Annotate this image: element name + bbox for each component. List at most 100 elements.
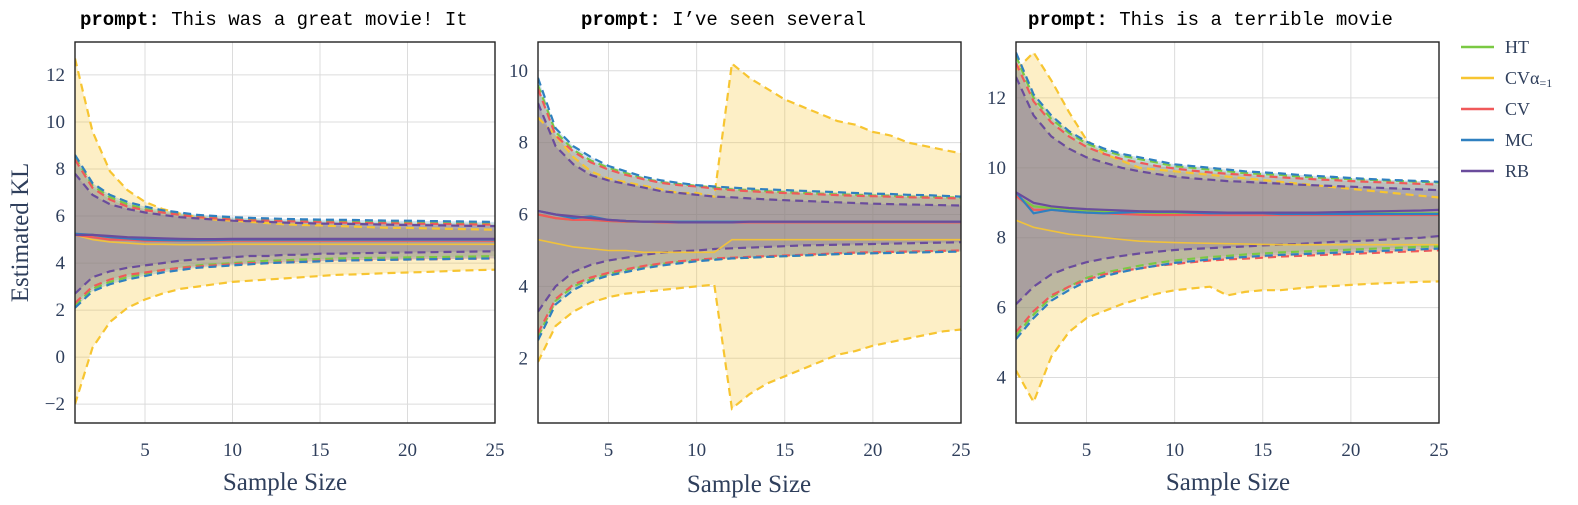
x-tick-label: 10	[223, 440, 242, 461]
x-tick-label: 20	[398, 440, 417, 461]
x-tick-label: 20	[863, 440, 882, 461]
mean-line-RB	[538, 209, 961, 224]
mean-line-CVa1	[1016, 219, 1439, 246]
band-CVa1	[538, 63, 961, 409]
upper-bound-CVa1	[538, 61, 961, 198]
y-tick-label: 8	[56, 159, 66, 180]
mean-line-RB	[1016, 191, 1439, 214]
band-CV	[538, 88, 961, 334]
legend-label: RB	[1505, 161, 1529, 181]
y-tick-label: 6	[519, 205, 529, 226]
panel-2: prompt: I’ve seen several 5 10 15 20 25 2 4 6 8 10…	[509, 9, 971, 498]
lower-bound-CVa1	[75, 268, 495, 405]
legend-label: CV	[1505, 99, 1530, 119]
plot-frame	[537, 41, 962, 424]
upper-bound-RB	[538, 102, 961, 207]
panel-1: prompt: This was a great movie! It 5 10 15 2…	[7, 9, 505, 496]
plot-frame	[1015, 41, 1440, 424]
y-tick-label: 4	[997, 368, 1007, 389]
x-tick-label: 5	[140, 440, 150, 461]
legend-label: MC	[1505, 130, 1533, 150]
lower-bound-HT	[75, 254, 495, 307]
y-tick-label: 6	[56, 206, 66, 227]
band-MC	[1016, 52, 1439, 340]
x-tick-label: 15	[1253, 440, 1272, 461]
title-key: prompt:	[80, 9, 160, 31]
y-tick-label: 12	[987, 88, 1006, 109]
lower-bound-MC	[1016, 247, 1439, 340]
title-text: I’ve seen several	[661, 9, 866, 31]
upper-bound-MC	[75, 154, 495, 223]
y-tick-label: 2	[56, 300, 66, 321]
band-CV	[75, 159, 495, 304]
panel-title: prompt: I’ve seen several	[581, 9, 866, 31]
band-HT	[75, 157, 495, 306]
title-key: prompt:	[1028, 9, 1108, 31]
upper-bound-MC	[1016, 52, 1439, 183]
band-RB	[538, 103, 961, 312]
plot-frame	[74, 41, 496, 424]
x-axis-label: Sample Size	[687, 471, 811, 498]
gridlines	[75, 42, 496, 423]
legend-item-MC: MC	[1461, 130, 1533, 150]
upper-bound-CV	[538, 88, 961, 200]
title-text: This was a great movie! It	[160, 9, 468, 31]
legend-label: HT	[1505, 37, 1529, 57]
band-CV	[1016, 63, 1439, 333]
legend: HT CVα=1 CV MC RB	[1461, 37, 1552, 181]
legend-item-CV: CV	[1461, 99, 1530, 119]
lower-bound-MC	[538, 250, 961, 341]
band-RB	[75, 173, 495, 294]
y-tick-label: 6	[997, 298, 1007, 319]
mean-line-CVa1	[538, 238, 961, 254]
x-tick-label: 20	[1341, 440, 1360, 461]
lower-bound-CVa1	[1016, 280, 1439, 405]
x-tick-label: 25	[1430, 440, 1449, 461]
band-MC	[75, 154, 495, 308]
panel-3: prompt: This is a terrible movie 5 10 15 20 2…	[987, 9, 1449, 496]
x-axis-label: Sample Size	[1166, 469, 1290, 496]
x-tick-label: 5	[604, 440, 614, 461]
x-tick-label: 10	[687, 440, 706, 461]
legend-label: CVα=1	[1505, 68, 1552, 90]
y-tick-label: 10	[987, 158, 1006, 179]
y-tick-label: 0	[56, 347, 66, 368]
upper-bound-MC	[538, 77, 961, 198]
legend-item-CVa1: CVα=1	[1461, 68, 1552, 90]
y-tick-label: 4	[519, 276, 529, 297]
upper-bound-CVa1	[75, 58, 495, 231]
lower-bound-MC	[75, 257, 495, 309]
upper-bound-HT	[1016, 55, 1439, 184]
y-axis-label: Estimated KL	[7, 163, 34, 303]
x-tick-label: 10	[1165, 440, 1184, 461]
lower-bound-RB	[75, 250, 495, 295]
title-text: This is a terrible movie	[1108, 9, 1393, 31]
x-axis-label: Sample Size	[223, 469, 347, 496]
lower-bound-CV	[75, 257, 495, 304]
lower-bound-CVa1	[538, 283, 961, 411]
y-tick-label: −2	[45, 394, 65, 415]
y-tick-label: 8	[997, 228, 1007, 249]
upper-bound-CV	[75, 159, 495, 226]
y-tick-label: 4	[56, 253, 66, 274]
lower-bound-HT	[1016, 245, 1439, 337]
title-key: prompt:	[581, 9, 661, 31]
band-CVa1	[75, 58, 495, 405]
y-tick-label: 12	[46, 65, 65, 86]
band-HT	[538, 85, 961, 337]
band-RB	[1016, 77, 1439, 305]
y-tick-label: 8	[519, 133, 529, 154]
lower-bound-RB	[1016, 234, 1439, 305]
y-tick-label: 10	[509, 61, 528, 82]
band-HT	[1016, 56, 1439, 336]
upper-bound-CVa1	[1016, 50, 1439, 199]
x-tick-label: 25	[952, 440, 971, 461]
x-tick-label: 5	[1082, 440, 1092, 461]
mean-line-CVa1	[75, 234, 495, 246]
mean-line-RB	[75, 233, 495, 241]
panel-title: prompt: This is a terrible movie	[1028, 9, 1393, 31]
x-tick-label: 15	[311, 440, 330, 461]
upper-bound-RB	[1016, 76, 1439, 192]
panel-title: prompt: This was a great movie! It	[80, 9, 468, 31]
